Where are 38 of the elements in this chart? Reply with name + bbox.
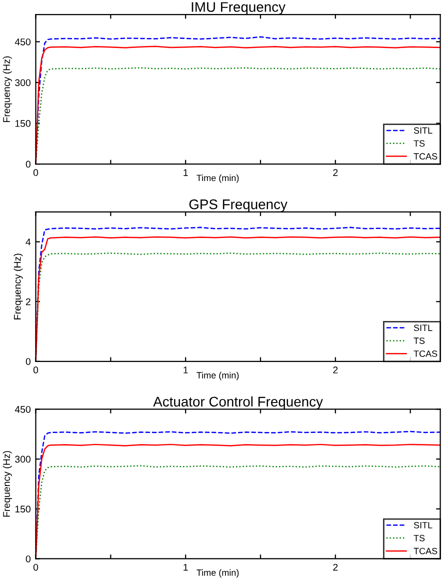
- x-tick-label: 0: [33, 169, 38, 176]
- x-tick-label: 1: [184, 564, 188, 571]
- legend-label: TCAS: [414, 548, 438, 554]
- y-tick-label: 300: [15, 456, 31, 463]
- x-axis-title: Time (min): [196, 174, 239, 183]
- y-tick-label: 450: [14, 38, 31, 46]
- legend-label: TCAS: [414, 350, 438, 357]
- y-axis-title: Frequency (Hz): [2, 56, 12, 122]
- legend-label: SITL: [414, 127, 432, 134]
- legend-label: SITL: [414, 522, 432, 528]
- chart-title: GPS Frequency: [189, 199, 288, 212]
- legend-label: TS: [414, 534, 425, 542]
- y-tick-label: 2: [26, 298, 30, 306]
- y-tick-label: 300: [15, 79, 31, 86]
- legend-label: TS: [414, 140, 425, 147]
- y-axis-title: Frequency (Hz): [2, 451, 12, 517]
- x-axis-title: Time (min): [196, 372, 239, 380]
- y-tick-label: 0: [26, 358, 31, 365]
- y-tick-label: 150: [15, 506, 31, 513]
- y-tick-label: 0: [26, 160, 31, 168]
- legend-label: SITL: [414, 324, 432, 332]
- x-axis-title: Time (min): [196, 569, 239, 578]
- y-tick-label: 0: [26, 555, 31, 562]
- y-tick-label: 150: [15, 120, 31, 127]
- x-tick-label: 1: [184, 169, 188, 176]
- x-tick-label: 0: [33, 564, 38, 571]
- legend-label: TCAS: [414, 153, 438, 160]
- x-tick-label: 2: [333, 169, 338, 176]
- chart-title: Actuator Control Frequency: [153, 396, 323, 410]
- x-tick-label: 1: [184, 366, 188, 374]
- x-tick-label: 2: [333, 564, 338, 571]
- legend-label: TS: [414, 338, 425, 344]
- y-axis-title: Frequency (Hz): [14, 254, 23, 320]
- y-tick-label: 4: [26, 238, 31, 246]
- x-tick-label: 0: [33, 366, 38, 374]
- y-tick-label: 450: [14, 406, 31, 413]
- chart-title: IMU Frequency: [192, 2, 286, 15]
- x-tick-label: 2: [333, 366, 338, 374]
